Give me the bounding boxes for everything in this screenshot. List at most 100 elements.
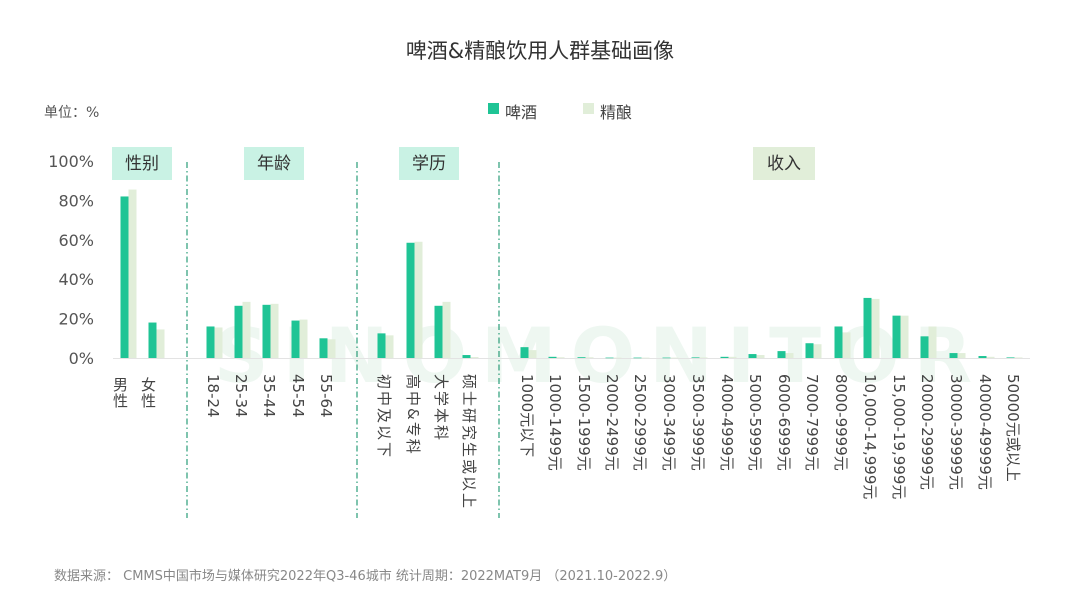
- bar-craft: [242, 301, 251, 358]
- group-header-label: 学历: [412, 154, 446, 174]
- group-header-box: [753, 147, 815, 180]
- y-tick-label: 0%: [69, 349, 94, 368]
- bar-beer: [949, 353, 958, 358]
- y-tick-label: 80%: [58, 191, 94, 210]
- bar-beer: [462, 355, 471, 358]
- bar-beer: [434, 305, 443, 358]
- bar-craft: [442, 301, 451, 358]
- legend-swatch-beer: [488, 103, 499, 114]
- bar-beer: [978, 356, 987, 358]
- x-tick-label: 初中及以下: [375, 374, 393, 459]
- y-tick-label: 100%: [48, 152, 94, 171]
- x-tick-label: 40000-49999元: [976, 374, 994, 490]
- bar-craft: [986, 356, 995, 358]
- y-tick-label: 40%: [58, 270, 94, 289]
- group-header-label: 性别: [125, 154, 159, 174]
- bar-craft: [756, 355, 765, 358]
- x-tick-label: 男性: [111, 377, 129, 409]
- x-tick-label: 女性: [139, 376, 157, 409]
- bar-beer: [805, 343, 814, 358]
- bar-craft: [128, 189, 137, 358]
- legend-swatch-craft: [583, 103, 594, 114]
- bars: [113, 189, 1030, 359]
- x-tick-label: 45-54: [289, 374, 307, 418]
- bar-craft: [813, 344, 822, 358]
- x-tick-label: 7000-7999元: [803, 374, 821, 471]
- bar-craft: [699, 357, 708, 359]
- bar-craft: [613, 357, 622, 359]
- bar-craft: [327, 339, 336, 358]
- bar-beer: [834, 326, 843, 358]
- bar-beer: [691, 357, 700, 359]
- group-header-box: [399, 147, 459, 180]
- chart-title: 啤酒&精酿饮用人群基础画像: [406, 39, 674, 63]
- group-headers: 性别 年龄 学历 收入: [112, 147, 815, 180]
- x-tick-label: 30000-39999元: [947, 374, 965, 490]
- bar-beer: [262, 304, 271, 358]
- x-tick-label: 8000-9999元: [832, 374, 850, 471]
- x-tick-label: 55-64: [317, 374, 335, 418]
- bar-craft: [214, 327, 223, 358]
- x-tick-label: 1500-1999元: [575, 374, 593, 471]
- x-tick-label: 50000元或以上: [1004, 374, 1022, 482]
- bar-beer: [577, 357, 586, 358]
- group-header-label: 年龄: [257, 154, 291, 174]
- x-tick-label: 10,000-14,999元: [861, 374, 879, 499]
- y-tick-label: 60%: [58, 231, 94, 250]
- legend-label-craft: 精酿: [600, 103, 632, 122]
- bar-beer: [920, 336, 929, 358]
- bar-craft: [270, 303, 279, 358]
- bar-beer: [720, 356, 729, 358]
- bar-beer: [1006, 357, 1015, 359]
- source-note: 数据来源： CMMS中国市场与媒体研究2022年Q3-46城市 统计周期：202…: [54, 568, 676, 584]
- x-tick-label: 25-34: [232, 374, 250, 418]
- y-axis: 0% 20% 40% 60% 80% 100%: [48, 152, 94, 368]
- bar-craft: [928, 326, 937, 358]
- bar-beer: [291, 320, 300, 358]
- x-tick-label: 35-44: [260, 374, 278, 418]
- bar-beer: [520, 347, 529, 358]
- x-tick-label: 3500-3999元: [689, 374, 707, 471]
- bar-craft: [470, 357, 479, 358]
- bar-beer: [748, 354, 757, 358]
- x-tick-label: 大学本科: [432, 374, 450, 442]
- bar-craft: [900, 315, 909, 358]
- x-tick-label: 3000-3499元: [660, 374, 678, 471]
- x-tick-label: 6000-6999元: [775, 374, 793, 471]
- bar-beer: [548, 356, 557, 358]
- legend-label-beer: 啤酒: [505, 103, 537, 122]
- x-tick-label: 20000-29999元: [918, 374, 936, 490]
- bar-beer: [206, 326, 215, 358]
- bar-beer: [777, 351, 786, 358]
- y-tick-label: 20%: [58, 310, 94, 329]
- bar-craft: [585, 357, 594, 358]
- bar-craft: [842, 332, 851, 358]
- bar-craft: [414, 241, 423, 358]
- bar-beer: [319, 338, 328, 358]
- bar-beer: [605, 357, 614, 359]
- group-header-box: [112, 147, 172, 180]
- bar-craft: [871, 298, 880, 358]
- bar-craft: [156, 329, 165, 358]
- x-tick-label: 1000元以下: [518, 374, 536, 457]
- group-dividers: [186, 162, 500, 518]
- bar-craft: [957, 353, 966, 358]
- bar-craft: [728, 356, 737, 358]
- x-tick-label: 2500-2999元: [631, 374, 649, 471]
- bar-beer: [406, 242, 415, 358]
- x-axis-labels: 男性 女性 18-24 25-34 35-44 45-54 55-64 初中及以下 高中&专科大…: [111, 374, 1022, 510]
- bar-craft: [785, 353, 794, 358]
- bar-beer: [863, 297, 872, 358]
- bar-beer: [633, 357, 642, 359]
- group-header-box: [244, 147, 304, 180]
- x-tick-label: 5000-5999元: [746, 374, 764, 471]
- bar-beer: [662, 357, 671, 359]
- x-tick-label: 15,000-19,999元: [890, 374, 908, 499]
- bar-beer: [234, 305, 243, 358]
- group-header-label: 收入: [767, 154, 801, 174]
- legend: 啤酒 精酿: [488, 103, 632, 122]
- bar-craft: [385, 335, 394, 358]
- bar-craft: [528, 350, 537, 358]
